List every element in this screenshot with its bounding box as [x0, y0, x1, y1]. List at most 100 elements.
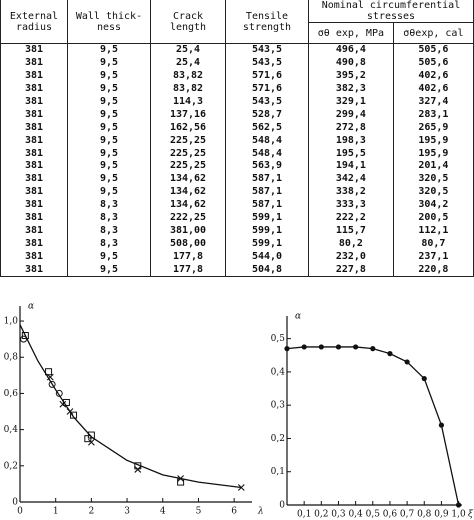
- table-cell: 504,8: [225, 263, 309, 278]
- table-cell: 587,1: [225, 185, 309, 199]
- table-cell: 402,6: [392, 69, 474, 83]
- table-cell: 237,1: [392, 250, 474, 264]
- y-axis-label: α: [295, 312, 301, 322]
- y-tick-label: 0,8: [4, 353, 19, 363]
- curve: [286, 346, 460, 506]
- table-cell: 265,9: [392, 121, 474, 135]
- point: [134, 466, 142, 473]
- x-axis-label: λ: [257, 507, 264, 517]
- y-tick-label: 0,5: [271, 334, 286, 344]
- curve: [19, 324, 242, 489]
- x-tick-label: 0,3: [331, 510, 346, 520]
- point: [318, 344, 324, 350]
- table-row: 381 9,5 83,82 571,6 395,2 402,6: [0, 69, 474, 83]
- table-cell: 543,5: [225, 56, 309, 70]
- table-cell: 562,5: [225, 121, 309, 135]
- table-body: 381 9,5 25,4 543,5 496,4 505,6 381 9,5 25,4 543,5…: [0, 43, 474, 278]
- table-row: 381 8,3 222,25 599,1 222,2 200,5: [0, 211, 474, 225]
- x-tick-label: 0,6: [383, 510, 398, 520]
- table-row: 381 8,3 381,00 599,1 115,7 112,1: [0, 224, 474, 238]
- table-cell: 587,1: [225, 172, 309, 186]
- table-cell: 599,1: [225, 237, 309, 251]
- point: [237, 484, 245, 491]
- table-subheader: σθexp, cal: [392, 22, 474, 44]
- table-cell: 505,6: [392, 43, 474, 57]
- table-cell: 571,6: [225, 69, 309, 83]
- table-row: 381 9,5 225,25 548,4 198,3 195,9: [0, 134, 474, 148]
- table-header: Nominal circumferential stresses: [308, 0, 474, 23]
- x-tick-label: 4: [160, 507, 166, 517]
- table-cell: 563,9: [225, 160, 309, 173]
- x-tick-label: 2: [89, 507, 95, 517]
- y-tick-label: 1,0: [4, 317, 19, 327]
- y-tick-label: 0,6: [4, 389, 19, 399]
- table-row: 381 9,5 25,4 543,5 496,4 505,6: [0, 43, 474, 57]
- x-tick-label: 0: [17, 507, 23, 517]
- x-tick-label: 0,8: [417, 510, 432, 520]
- table-cell: 201,4: [392, 160, 474, 173]
- table-row: 381 9,5 114,3 543,5 329,1 327,4: [0, 95, 474, 109]
- table-row: 381 9,5 225,25 548,4 195,5 195,9: [0, 147, 474, 161]
- table-cell: 402,6: [392, 82, 474, 96]
- table-row: 381 9,5 83,82 571,6 382,3 402,6: [0, 82, 474, 96]
- y-tick-label: 0: [12, 498, 18, 508]
- point: [87, 431, 95, 439]
- table-cell: 304,2: [392, 198, 474, 212]
- table-row: 381 9,5 134,62 587,1 342,4 320,5: [0, 172, 474, 186]
- x-tick-label: 6: [231, 507, 237, 517]
- x-tick-label: 0,5: [366, 510, 381, 520]
- table-row: 381 8,3 134,62 587,1 333,3 304,2: [0, 198, 474, 212]
- table-cell: 505,6: [392, 56, 474, 70]
- chart: α λ 0 0,2 0,4 0,6 0,8 1,0 0 1 2 3 4 5 6: [4, 302, 264, 517]
- table-cell: 528,7: [225, 108, 309, 122]
- point: [301, 344, 307, 350]
- table-row: 381 8,3 508,00 599,1 80,2 80,7: [0, 237, 474, 251]
- table-header: Crack length: [150, 0, 226, 44]
- table-cell: 195,9: [392, 134, 474, 148]
- point: [46, 373, 54, 381]
- y-tick-label: 0,2: [4, 461, 18, 471]
- x-tick-label: 0,2: [314, 510, 328, 520]
- x-tick-label: 5: [196, 507, 202, 517]
- point: [20, 335, 28, 343]
- table-cell: 80,7: [392, 237, 474, 251]
- table-cell: 220,8: [392, 263, 474, 278]
- point: [55, 389, 63, 397]
- table-cell: 571,6: [225, 82, 309, 96]
- x-tick-label: 0,4: [348, 510, 363, 520]
- y-axis-label: α: [28, 302, 34, 312]
- point: [70, 411, 78, 419]
- table-cell: 195,9: [392, 147, 474, 161]
- y-tick-label: 0,4: [271, 367, 286, 377]
- table-cell: 320,5: [392, 185, 474, 199]
- point: [62, 398, 70, 406]
- table-header: External radius: [0, 0, 68, 44]
- table-row: 381 9,5 162,56 562,5 272,8 265,9: [0, 121, 474, 135]
- table-cell: 543,5: [225, 43, 309, 57]
- table-row: 381 9,5 137,16 528,7 299,4 283,1: [0, 108, 474, 122]
- point: [387, 351, 393, 357]
- point: [59, 400, 67, 408]
- table-cell: 587,1: [225, 198, 309, 212]
- point: [87, 438, 95, 446]
- y-tick-label: 0: [279, 501, 285, 511]
- x-tick-label: 0,1: [297, 510, 311, 520]
- table-row: 381 9,5 177,8 544,0 232,0 237,1: [0, 250, 474, 264]
- x-tick-label: 3: [124, 507, 130, 517]
- point: [66, 408, 74, 415]
- y-tick-label: 0,4: [4, 425, 19, 435]
- y-tick-label: 0,1: [271, 467, 285, 477]
- table-cell: 200,5: [392, 211, 474, 225]
- point: [48, 380, 56, 388]
- table-row: 381 9,5 134,62 587,1 338,2 320,5: [0, 185, 474, 199]
- x-tick-label: 0,9: [434, 510, 449, 520]
- table-row: 381 9,5 177,8 504,8 227,8 220,8: [0, 263, 474, 278]
- table-cell: 320,5: [392, 172, 474, 186]
- x-axis-label: ξ: [468, 510, 474, 520]
- point: [404, 359, 410, 365]
- point: [353, 344, 359, 350]
- table-cell: 548,4: [225, 147, 309, 161]
